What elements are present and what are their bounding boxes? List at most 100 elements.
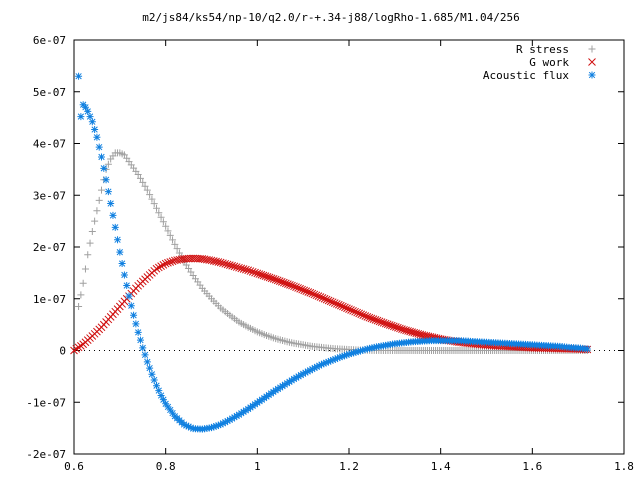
data-point [368, 344, 376, 352]
data-point [242, 265, 250, 274]
data-point [98, 186, 105, 194]
data-point [283, 379, 291, 387]
data-point [375, 317, 384, 326]
data-point [164, 227, 172, 235]
data-point [139, 344, 147, 352]
data-point [310, 290, 319, 299]
data-point [88, 118, 96, 126]
data-point [120, 271, 128, 279]
data-point [261, 272, 270, 281]
data-point [246, 403, 254, 411]
data-point [79, 279, 87, 287]
data-point [232, 263, 241, 271]
data-point [166, 258, 175, 266]
data-point [328, 298, 337, 307]
data-point [306, 288, 315, 297]
data-point [75, 72, 83, 80]
data-point [185, 423, 193, 431]
data-point [162, 400, 170, 408]
data-point [221, 418, 229, 426]
data-point [107, 200, 115, 208]
data-point [242, 406, 250, 414]
axes: -2e-07 -1e-07 0 1e-07 2e-07 3e-07 4e-07 5e-07 6e… [26, 34, 634, 473]
data-point [267, 389, 275, 397]
data-point [77, 113, 85, 121]
data-point [111, 223, 119, 231]
data-point [257, 270, 266, 279]
data-point [292, 374, 300, 382]
data-point [159, 396, 167, 404]
data-point [235, 411, 243, 419]
data-point [244, 266, 253, 275]
data-point [308, 365, 316, 373]
data-point [157, 262, 165, 271]
legend-marker [588, 71, 596, 79]
x-tick-label: 0.8 [156, 460, 176, 473]
data-point [336, 301, 345, 310]
data-point [359, 311, 368, 319]
data-point [357, 310, 366, 319]
data-point [173, 245, 181, 253]
data-point [271, 275, 280, 284]
data-point [237, 264, 246, 273]
data-point [350, 349, 358, 357]
data-point [93, 207, 101, 215]
data-point [93, 133, 101, 141]
data-point [332, 300, 341, 308]
data-point [104, 160, 112, 168]
data-point [207, 256, 216, 265]
data-point [277, 277, 286, 286]
data-point [339, 302, 347, 311]
data-point [152, 264, 161, 273]
data-point [279, 382, 287, 390]
data-point [132, 320, 140, 328]
x-tick-label: 1.8 [614, 460, 634, 473]
data-point [373, 316, 382, 325]
data-point [377, 318, 386, 326]
data-point [164, 258, 172, 267]
data-point [84, 251, 92, 259]
x-tick-label: 1.2 [339, 460, 359, 473]
data-point [212, 422, 220, 430]
data-point [276, 384, 284, 392]
data-point [274, 385, 282, 393]
data-point [334, 354, 342, 362]
data-point [169, 409, 177, 417]
data-point [314, 292, 323, 301]
data-point [208, 424, 215, 432]
data-point [343, 304, 351, 313]
data-point [363, 345, 371, 353]
data-point [330, 299, 339, 307]
y-tick-label: -1e-07 [26, 396, 66, 409]
data-point [153, 382, 160, 390]
data-point [154, 263, 163, 272]
data-point [162, 222, 170, 230]
plot-series [70, 72, 592, 433]
series-g-work [70, 254, 592, 355]
data-point [269, 388, 277, 396]
data-point [379, 318, 388, 327]
data-point [288, 281, 296, 290]
data-point [327, 357, 335, 365]
data-point [253, 399, 261, 407]
data-point [157, 213, 165, 221]
data-point [296, 284, 304, 293]
y-tick-label: -2e-07 [26, 448, 66, 461]
data-point [240, 408, 248, 416]
data-point [86, 113, 94, 121]
data-point [253, 269, 262, 278]
data-point [267, 274, 276, 283]
data-point [166, 231, 174, 239]
data-point [366, 344, 374, 352]
data-point [134, 171, 142, 179]
y-tick-label: 0 [59, 345, 66, 358]
data-point [324, 358, 332, 366]
data-point [75, 303, 83, 311]
data-point [166, 406, 174, 414]
data-point [290, 282, 298, 291]
data-point [249, 402, 257, 410]
data-point [235, 263, 243, 272]
data-point [217, 421, 225, 429]
data-point [340, 352, 348, 360]
data-point [381, 319, 390, 328]
